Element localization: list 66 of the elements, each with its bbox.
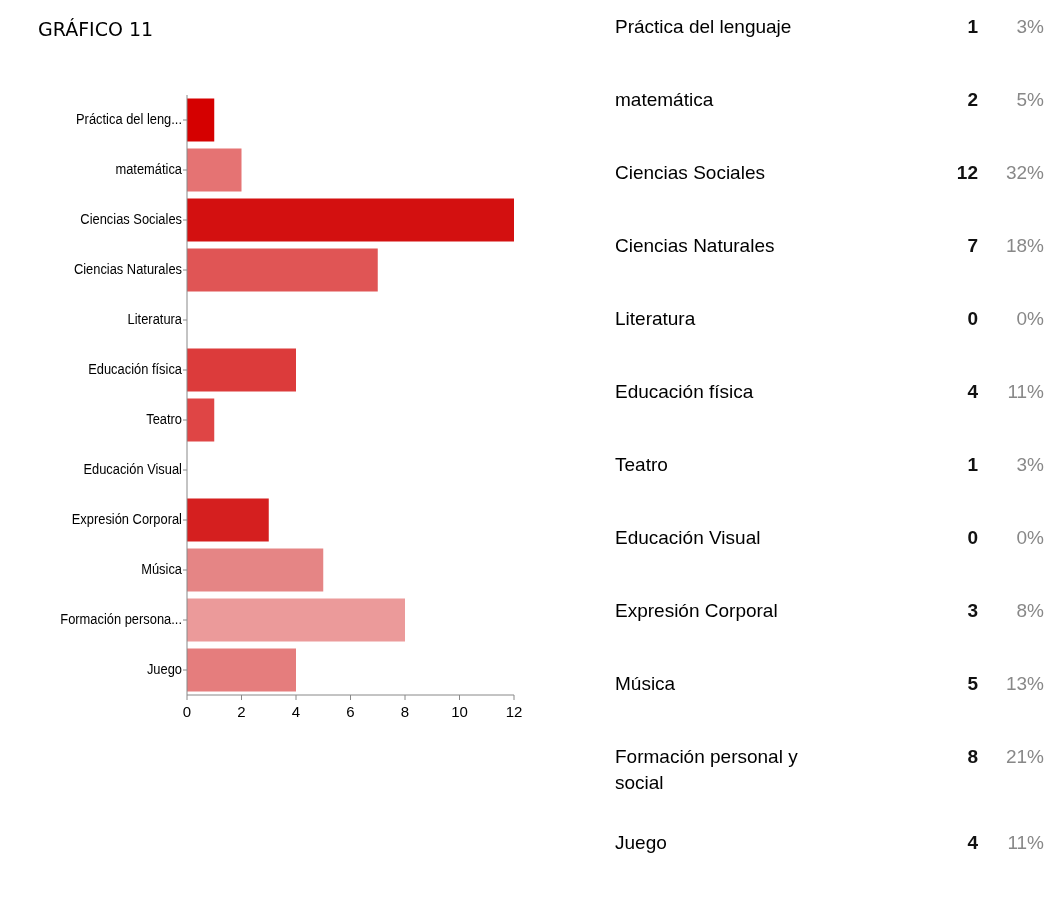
data-label: 7 (967, 235, 978, 257)
x-tick-label: 8 (400, 703, 410, 720)
y-tick-label: Educación física (88, 360, 183, 378)
bar (187, 148, 242, 192)
text: 8% (1016, 600, 1045, 622)
text: 21% (1005, 746, 1045, 768)
y-tick-label: Expresión Corporal (71, 510, 182, 528)
text: 13% (1005, 673, 1045, 695)
text: 11% (1007, 381, 1045, 403)
bar (187, 348, 296, 392)
bar (187, 398, 215, 442)
x-tick-label: 4 (291, 703, 301, 720)
y-tick-label: Ciencias Naturales (73, 260, 183, 278)
y-tick-label: Formación persona... (60, 610, 182, 628)
text: 0% (1016, 527, 1045, 549)
x-tick-label: 12 (505, 703, 523, 720)
category-label: Teatro (615, 454, 668, 476)
text: 18% (1005, 235, 1045, 257)
y-tick-label: Juego (146, 660, 183, 678)
data-label: 2 (967, 89, 978, 111)
data-label: 8 (967, 746, 978, 768)
text: 5% (1016, 89, 1045, 111)
category-label: Juego (615, 832, 667, 854)
bar (187, 498, 269, 542)
y-tick-label: Teatro (146, 410, 183, 428)
category-label: Formación personal y social (615, 746, 799, 794)
category-label: matemática (615, 89, 714, 111)
text: 0% (1016, 308, 1045, 330)
bar (187, 198, 514, 242)
category-label: Educación física (615, 381, 754, 403)
x-tick-label: 6 (346, 703, 355, 720)
text: 11% (1007, 832, 1045, 854)
data-label: 0 (967, 308, 978, 330)
y-tick-label: Música (141, 560, 183, 578)
y-tick-label: Educación Visual (83, 460, 182, 478)
bar (187, 98, 215, 142)
text: 32% (1005, 162, 1045, 184)
category-label: Educación Visual (615, 527, 761, 549)
bar (187, 648, 296, 692)
data-label: 1 (967, 454, 979, 476)
y-tick-label: Literatura (127, 310, 183, 328)
y-tick-label: Práctica del leng... (76, 110, 182, 128)
data-label: 3 (967, 600, 978, 622)
text: 3% (1016, 454, 1045, 476)
category-label: Música (615, 673, 676, 695)
y-tick-label: Ciencias Sociales (80, 210, 183, 228)
category-label: Ciencias Naturales (615, 235, 775, 257)
data-label: 4 (967, 832, 979, 854)
text: 3% (1016, 16, 1045, 38)
category-label: Ciencias Sociales (615, 162, 765, 184)
y-tick-label: matemática (115, 160, 183, 178)
category-label: Literatura (615, 308, 696, 330)
bar (187, 548, 324, 592)
data-label: 0 (967, 527, 978, 549)
bar (187, 248, 378, 292)
category-label: Práctica del lenguaje (615, 16, 792, 38)
bar (187, 598, 405, 642)
x-tick-label: 10 (451, 703, 468, 720)
category-label: Expresión Corporal (615, 600, 778, 622)
data-label: 4 (967, 381, 979, 403)
data-label: 5 (967, 673, 979, 695)
x-tick-label: 2 (237, 703, 246, 720)
data-label: 12 (956, 162, 978, 184)
data-label: 1 (967, 16, 979, 38)
x-tick-label: 0 (182, 703, 192, 720)
chart-title: GRÁFICO 11 (38, 17, 154, 40)
